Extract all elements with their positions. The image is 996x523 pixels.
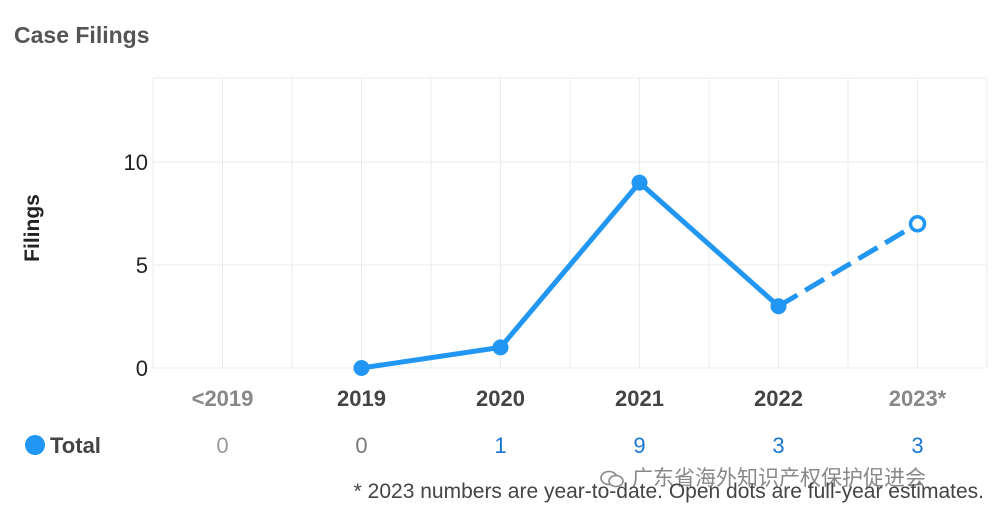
table-value: 0	[355, 433, 367, 458]
legend-label-total: Total	[50, 433, 101, 458]
series-line-total	[359, 180, 781, 371]
x-tick-label: 2019	[337, 386, 386, 411]
legend-marker-total	[25, 435, 45, 455]
y-axis-label: Filings	[21, 194, 44, 262]
table-value: 9	[633, 433, 645, 458]
data-point	[353, 360, 370, 376]
x-tick-label: 2022	[754, 386, 803, 411]
data-point	[492, 339, 509, 356]
y-tick-label: 0	[136, 356, 148, 381]
data-point	[631, 174, 648, 191]
table-value: 0	[216, 433, 228, 458]
watermark-text: 广东省海外知识产权保护促进会	[632, 467, 926, 490]
x-tick-label: 2023*	[889, 386, 947, 411]
series-line-total-estimate	[777, 221, 919, 309]
data-point-open	[908, 215, 927, 233]
y-tick-label: 5	[136, 253, 148, 278]
wechat-icon	[600, 470, 624, 488]
table-value: 3	[772, 433, 784, 458]
y-tick-label: 10	[124, 150, 148, 175]
table-value: 1	[494, 433, 506, 458]
watermark: 广东省海外知识产权保护促进会	[600, 462, 926, 492]
x-tick-label: <2019	[192, 386, 254, 411]
table-value: 3	[911, 433, 923, 458]
x-tick-label: 2021	[615, 386, 664, 411]
footnote: * 2023 numbers are year-to-date. Open do…	[353, 480, 984, 503]
chart-title: Case Filings	[14, 22, 150, 48]
x-tick-label: 2020	[476, 386, 525, 411]
data-point	[770, 298, 787, 315]
